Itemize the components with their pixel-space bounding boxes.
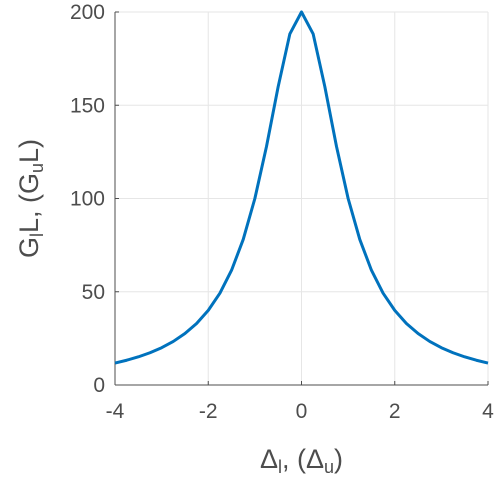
label-part: , (Δ — [282, 444, 324, 474]
y-tick-label: 50 — [82, 281, 105, 304]
data-line — [114, 10, 489, 365]
label-part: Δ — [260, 444, 278, 474]
y-tick-label: 200 — [70, 1, 105, 24]
y-tick-label: 0 — [93, 374, 105, 397]
label-part: L, (G — [14, 173, 44, 233]
x-tick-label: -4 — [106, 400, 125, 423]
label-part: L) — [14, 139, 44, 163]
y-tick-label: 100 — [70, 188, 105, 211]
label-part: G — [14, 237, 44, 258]
x-tick-label: -2 — [199, 400, 218, 423]
x-tick-label: 4 — [482, 400, 494, 423]
label-part: l — [278, 457, 282, 477]
label-part: ) — [334, 444, 343, 474]
x-axis-label: Δl, (Δu) — [260, 444, 343, 477]
y-axis-label: GlL, (GuL) — [14, 139, 47, 258]
label-part: l — [27, 233, 47, 237]
x-tick-label: 0 — [296, 400, 308, 423]
x-tick-label: 2 — [389, 400, 401, 423]
y-tick-label: 150 — [70, 94, 105, 117]
label-part: u — [27, 163, 47, 173]
label-part: u — [324, 457, 334, 477]
